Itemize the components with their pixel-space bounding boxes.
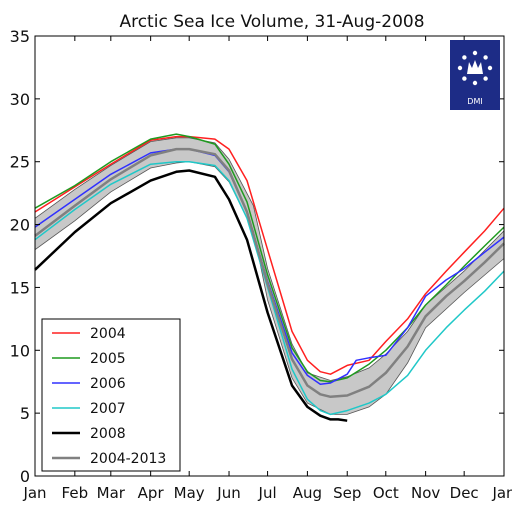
series-line-2004 (34, 135, 505, 375)
series-line-2005 (34, 133, 505, 383)
x-tick-label: Aug (293, 484, 322, 502)
logo-star (462, 76, 467, 81)
x-tick-label: Jan (22, 484, 46, 502)
plot-area: 0 5 10 15 20 25 30 35 Jan Feb Mar Apr May Jun Jul Aug Se… (10, 27, 512, 502)
y-tick-label: 20 (10, 216, 30, 235)
x-tick-label: Oct (373, 484, 399, 502)
series-line-2004-2013 (34, 147, 505, 399)
y-tick-label: 30 (10, 90, 30, 109)
y-tick-label: 10 (10, 341, 30, 360)
y-tick-label: 0 (20, 467, 30, 486)
legend-label-2004: 2004 (90, 326, 126, 342)
x-tick-label: Dec (450, 484, 479, 502)
logo-star (483, 76, 488, 81)
legend-label-2006: 2006 (90, 376, 126, 392)
x-tick-label: Jun (216, 484, 240, 502)
logo-star (483, 55, 488, 60)
x-tick-label: Jan (491, 484, 512, 502)
logo-star (487, 65, 493, 71)
logo-star (462, 55, 467, 60)
logo-star (472, 50, 478, 56)
dmi-logo-crest (457, 50, 493, 86)
legend-label-2007: 2007 (90, 401, 126, 417)
x-tick-label: May (174, 484, 205, 502)
dmi-logo: DMI (450, 40, 500, 110)
legend-box (41, 318, 181, 472)
dmi-logo-text: DMI (467, 97, 482, 106)
y-tick-label: 35 (10, 27, 30, 46)
x-tick-label: Nov (411, 484, 440, 502)
legend: 2004 2005 2006 2007 2008 2004-2013 (41, 318, 181, 472)
y-tick-label: 25 (10, 153, 30, 172)
x-tick-label: Mar (97, 484, 126, 502)
chart-title: Arctic Sea Ice Volume, 31-Aug-2008 (119, 12, 424, 32)
series-line-2008 (34, 169, 348, 422)
logo-crown-icon (467, 60, 483, 74)
axes-frame (34, 35, 505, 477)
x-tick-label: Apr (138, 484, 165, 502)
logo-star (472, 80, 478, 86)
x-tick-label: Sep (333, 484, 361, 502)
series-line-2007 (34, 160, 505, 416)
x-tick-label: Feb (62, 484, 89, 502)
x-tick-label: Jul (258, 484, 277, 502)
y-tick-label: 5 (20, 404, 30, 423)
y-tick-label: 15 (10, 278, 30, 297)
legend-label-2004-2013: 2004-2013 (90, 451, 166, 467)
logo-star (457, 65, 463, 71)
legend-label-2005: 2005 (90, 351, 126, 367)
legend-label-2008: 2008 (90, 426, 126, 442)
